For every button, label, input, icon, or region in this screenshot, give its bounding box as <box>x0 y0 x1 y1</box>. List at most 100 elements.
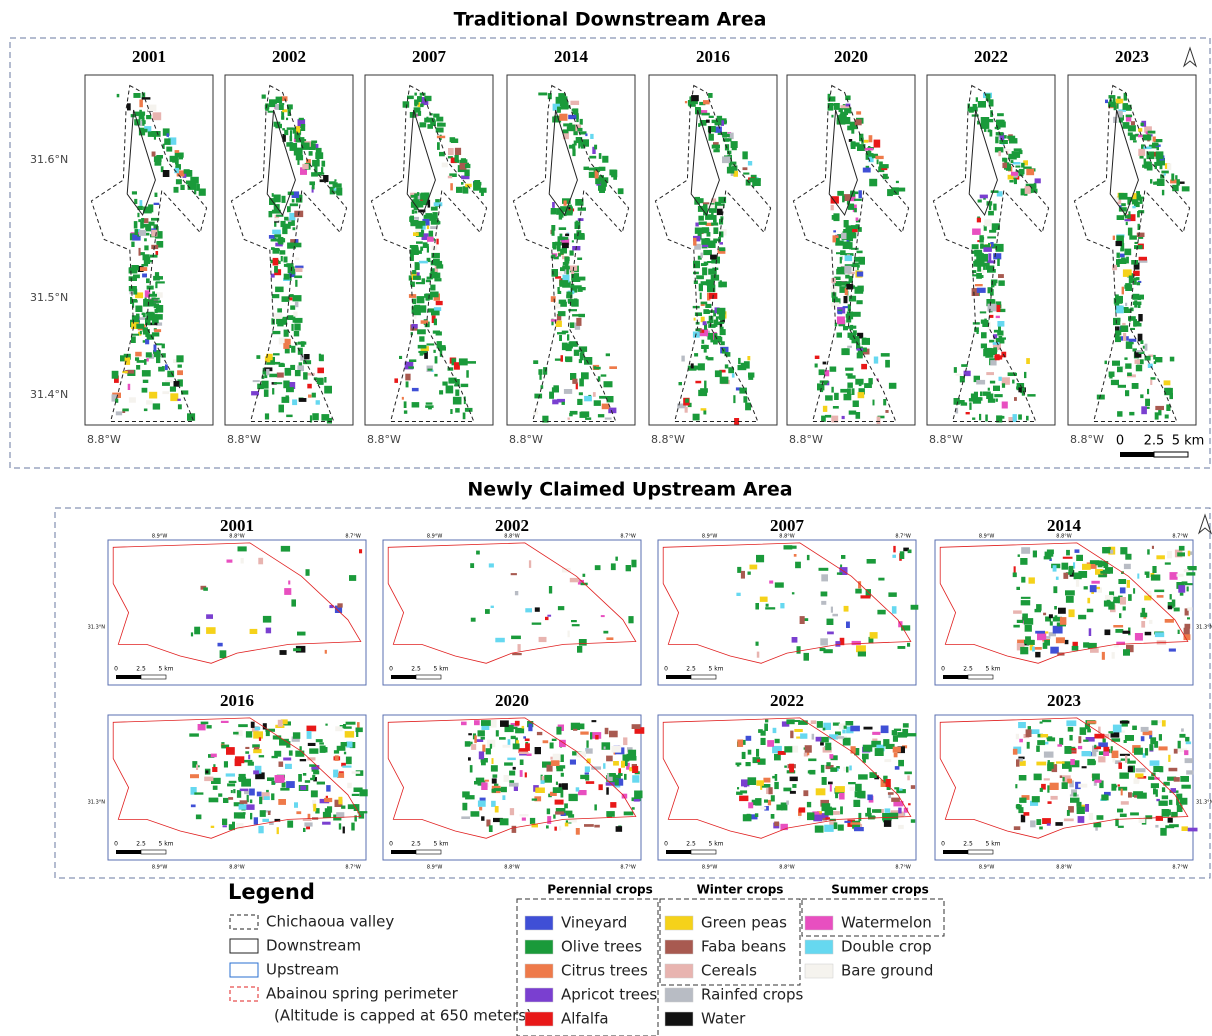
crop-patch <box>733 395 735 403</box>
crop-patch <box>821 574 828 581</box>
crop-patch <box>606 756 613 762</box>
scale-bar <box>691 850 716 854</box>
crop-patch <box>984 127 986 132</box>
crop-patch <box>512 653 522 655</box>
crop-patch <box>792 592 795 594</box>
crop-patch <box>845 255 853 261</box>
crop-patch <box>303 372 308 379</box>
crop-patch <box>519 752 529 754</box>
crop-patch <box>1055 822 1062 826</box>
year-label: 2001 <box>132 47 166 66</box>
crop-patch <box>1168 606 1172 610</box>
crop-patch <box>424 193 429 195</box>
scale-label: 0 <box>664 841 668 848</box>
lon-label: 8.8°W <box>504 865 519 871</box>
crop-patch <box>891 798 900 802</box>
crop-patch <box>847 383 853 388</box>
crop-patch <box>284 264 288 267</box>
crop-patch <box>984 319 987 322</box>
crop-patch <box>170 156 178 162</box>
crop-patch <box>146 115 151 119</box>
crop-patch <box>226 773 235 776</box>
crop-patch <box>418 221 425 226</box>
crop-patch <box>632 775 639 783</box>
crop-patch <box>499 737 506 740</box>
crop-patch <box>1164 173 1166 175</box>
crop-patch <box>1063 573 1068 579</box>
crop-patch <box>514 786 518 791</box>
crop-patch <box>1125 755 1127 762</box>
lon-label: 8.8°W <box>929 433 963 446</box>
crop-patch <box>618 768 621 773</box>
crop-patch <box>838 311 843 314</box>
crop-patch <box>761 738 766 745</box>
crop-patch <box>1112 361 1120 366</box>
crop-patch <box>808 770 814 773</box>
crop-patch <box>836 269 845 275</box>
crop-patch <box>1169 768 1178 772</box>
crop-patch <box>1083 740 1088 742</box>
crop-patch <box>1024 372 1026 378</box>
crop-patch <box>1078 746 1082 749</box>
crop-patch <box>414 93 417 96</box>
crop-patch <box>220 650 227 658</box>
scale-bar <box>416 675 441 679</box>
crop-patch <box>998 274 1004 278</box>
crop-patch <box>792 546 797 549</box>
crop-patch <box>842 196 845 203</box>
crop-patch <box>152 300 161 303</box>
crop-patch <box>618 188 624 194</box>
scale-label: 5 km <box>158 666 173 673</box>
crop-patch <box>522 818 526 821</box>
crop-patch <box>1169 649 1176 652</box>
crop-patch <box>1124 249 1131 256</box>
crop-patch <box>196 765 198 771</box>
crop-patch <box>839 108 843 112</box>
crop-patch <box>1155 357 1162 362</box>
crop-patch <box>993 386 1000 391</box>
crop-patch <box>1014 826 1021 830</box>
crop-patch <box>1145 748 1148 755</box>
crop-patch <box>1018 554 1020 557</box>
crop-patch <box>1036 746 1040 752</box>
crop-patch <box>817 721 823 728</box>
crop-patch <box>756 749 759 757</box>
crop-patch <box>864 383 872 388</box>
crop-patch <box>1134 779 1140 784</box>
crop-patch <box>430 292 439 298</box>
crop-patch <box>272 193 274 197</box>
crop-patch <box>455 390 459 396</box>
legend-label: Olive trees <box>561 938 642 956</box>
crop-patch <box>1138 304 1141 308</box>
crop-patch <box>828 782 833 785</box>
scale-label: 2.5 <box>963 666 973 673</box>
crop-patch <box>736 763 742 766</box>
crop-patch <box>290 305 295 309</box>
crop-patch <box>716 322 724 324</box>
year-label: 2007 <box>770 516 805 535</box>
crop-patch <box>430 214 437 221</box>
crop-patch <box>167 371 174 378</box>
crop-patch <box>491 765 498 771</box>
crop-patch <box>354 788 363 793</box>
crop-patch <box>513 767 516 770</box>
crop-patch <box>1126 222 1128 225</box>
crop-patch <box>583 574 586 577</box>
crop-patch <box>553 815 555 819</box>
crop-patch <box>148 105 157 112</box>
crop-patch <box>234 812 243 818</box>
crop-patch <box>1047 823 1051 825</box>
crop-patch <box>259 797 262 804</box>
legend-label: Downstream <box>266 937 361 955</box>
crop-patch <box>1020 647 1028 654</box>
crop-patch <box>1026 169 1034 175</box>
crop-patch <box>434 319 437 326</box>
crop-patch <box>175 150 180 153</box>
crop-patch <box>769 787 773 794</box>
crop-patch <box>1066 550 1070 556</box>
crop-patch <box>1094 761 1096 765</box>
crop-patch <box>416 241 423 243</box>
north-arrow <box>1199 515 1211 533</box>
crop-patch <box>1121 258 1126 263</box>
scale-label: 0 <box>941 841 945 848</box>
